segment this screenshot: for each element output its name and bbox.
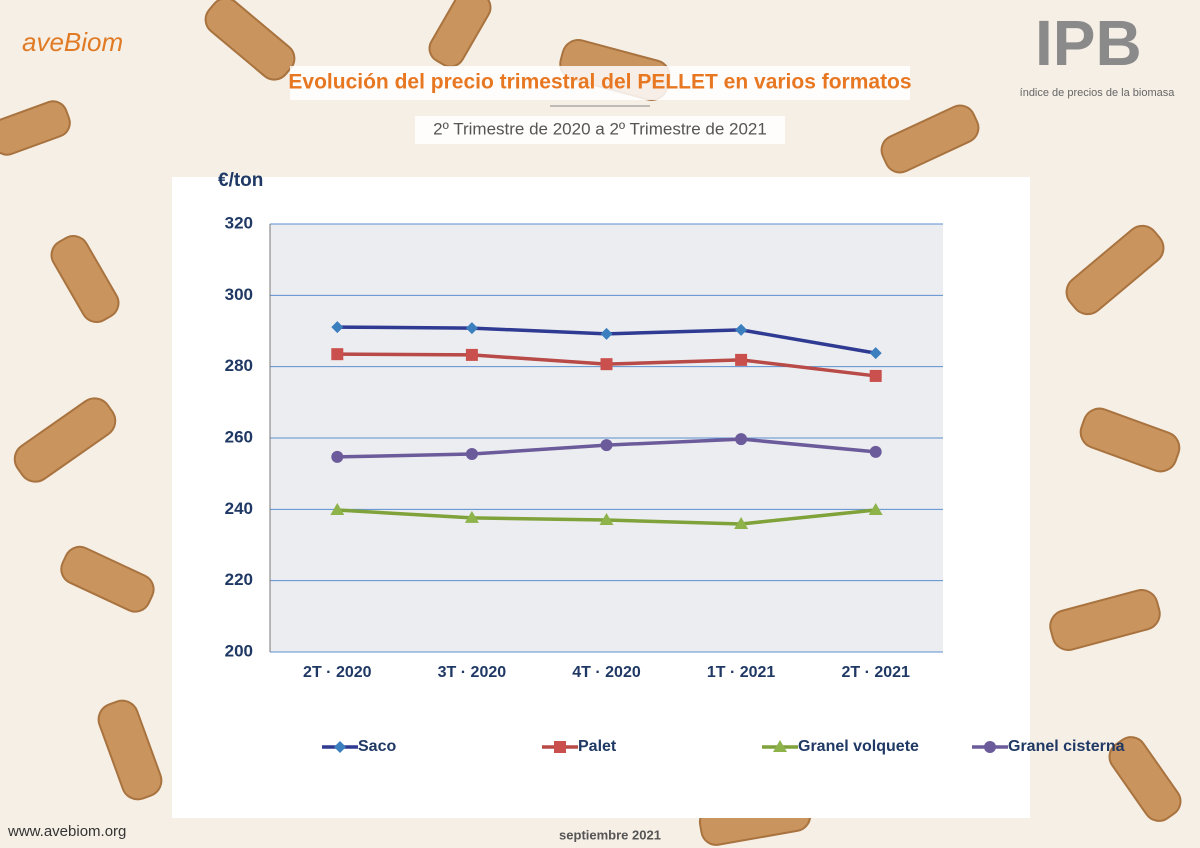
data-point (600, 358, 613, 371)
y-tick-label: 280 (225, 356, 253, 375)
title-box (290, 66, 910, 100)
legend-label: Palet (578, 738, 617, 755)
y-tick-label: 240 (225, 499, 253, 518)
index-caption: índice de precios de la biomasa (1020, 87, 1176, 99)
legend-label: Saco (358, 738, 396, 755)
y-tick-label: 320 (225, 213, 253, 232)
data-point (735, 323, 748, 336)
x-tick-label: 2T · 2021 (841, 664, 910, 681)
data-point (869, 347, 882, 360)
x-tick-label: 3T · 2020 (438, 664, 507, 681)
index-logo: IPB (1035, 7, 1142, 79)
data-point (331, 348, 344, 361)
data-point (464, 510, 479, 523)
x-tick-label: 1T · 2021 (707, 664, 776, 681)
legend-marker (984, 741, 996, 753)
website: www.avebiom.org (7, 823, 126, 840)
data-point (465, 448, 478, 461)
y-tick-label: 260 (225, 427, 253, 446)
subtitle-box (415, 116, 785, 144)
x-tick-label: 2T · 2020 (303, 664, 372, 681)
data-point (599, 513, 614, 526)
data-point (869, 445, 882, 458)
y-axis-label: €/ton (218, 170, 263, 191)
legend-label: Granel volquete (798, 738, 919, 755)
data-point (331, 321, 344, 334)
data-point (331, 450, 344, 463)
data-point (465, 348, 478, 361)
data-point (869, 369, 882, 382)
data-point (734, 516, 749, 529)
legend-marker (334, 741, 346, 753)
footer-date: septiembre 2021 (559, 827, 661, 842)
data-point (465, 322, 478, 335)
data-point (330, 503, 345, 516)
data-point (600, 439, 613, 452)
chart-title: Evolución del precio trimestral del PELL… (288, 71, 911, 94)
data-point (600, 327, 613, 340)
legend-marker (554, 741, 566, 753)
chart-subtitle: 2º Trimestre de 2020 a 2º Trimestre de 2… (433, 119, 767, 138)
legend-marker (773, 740, 787, 752)
y-tick-label: 300 (225, 285, 253, 304)
y-tick-label: 220 (225, 570, 253, 589)
brand-logo: aveBiom (22, 27, 123, 57)
y-tick-label: 200 (225, 641, 253, 660)
x-tick-label: 4T · 2020 (572, 664, 641, 681)
data-point (735, 433, 748, 446)
data-point (735, 353, 748, 366)
data-point (868, 503, 883, 516)
legend-label: Granel cisterna (1008, 738, 1125, 755)
